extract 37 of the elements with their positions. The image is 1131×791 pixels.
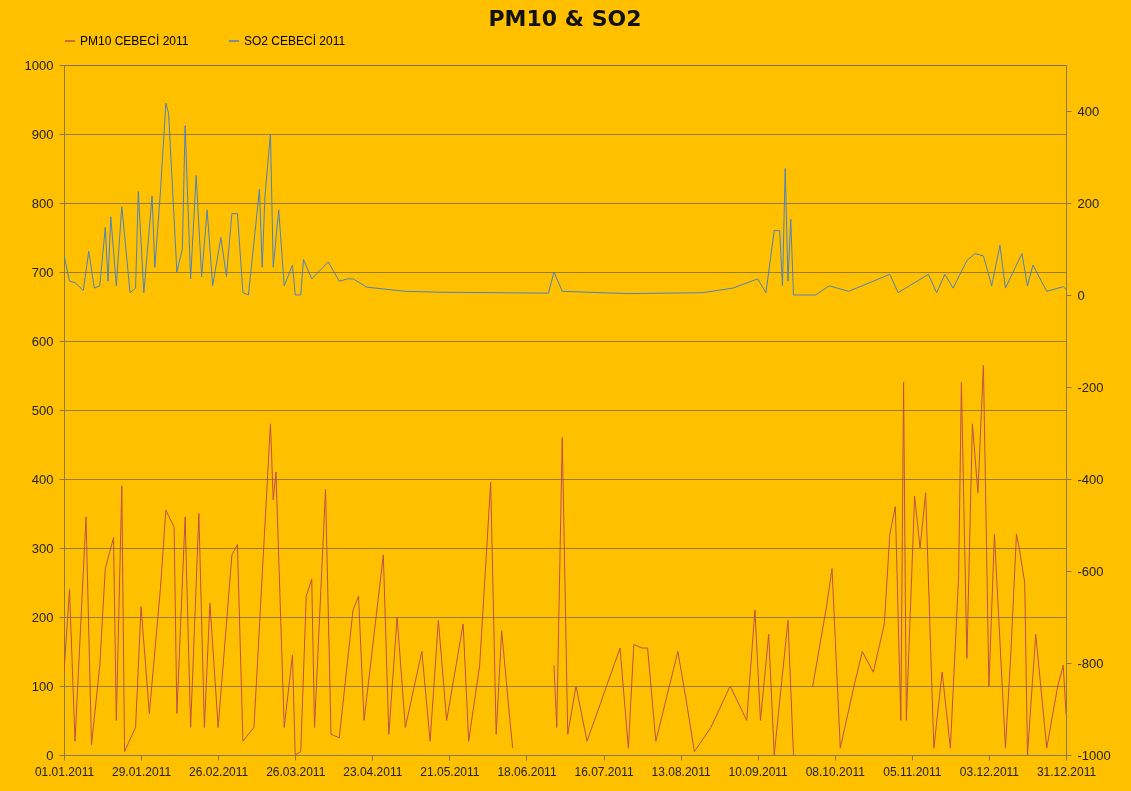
y2-tick-label: -1000 bbox=[1077, 747, 1111, 763]
y2-tick-label: -200 bbox=[1077, 379, 1104, 395]
y-tick-label: 1000 bbox=[24, 57, 54, 73]
legend-label: SO2 CEBECİ 2011 bbox=[244, 34, 346, 48]
y2-tick-label: -800 bbox=[1077, 655, 1104, 671]
y-tick-label: 200 bbox=[31, 609, 54, 625]
x-tick-label: 26.02.2011 bbox=[189, 764, 249, 779]
x-tick-label: 03.12.2011 bbox=[959, 764, 1020, 779]
y2-tick-label: 0 bbox=[1077, 287, 1085, 303]
y2-tick-label: -600 bbox=[1077, 563, 1104, 579]
y-tick-label: 600 bbox=[31, 333, 54, 349]
x-tick-label: 10.09.2011 bbox=[728, 764, 789, 779]
x-tick-label: 21.05.2011 bbox=[420, 764, 480, 779]
y2-tick-label: -400 bbox=[1077, 471, 1104, 487]
x-tick-label: 26.03.2011 bbox=[266, 764, 326, 779]
y2-tick-label: 200 bbox=[1077, 195, 1100, 211]
legend-label: PM10 CEBECİ 2011 bbox=[80, 34, 189, 48]
y2-tick-label: 400 bbox=[1077, 103, 1100, 119]
y-tick-label: 800 bbox=[31, 195, 54, 211]
chart-title: PM10 & SO2 bbox=[488, 6, 642, 31]
x-tick-label: 08.10.2011 bbox=[805, 764, 866, 779]
x-tick-label: 29.01.2011 bbox=[111, 764, 172, 779]
x-tick-label: 05.11.2011 bbox=[883, 764, 942, 779]
y-tick-label: 500 bbox=[31, 402, 54, 418]
x-tick-label: 18.06.2011 bbox=[497, 764, 557, 779]
line-series bbox=[64, 102, 1066, 296]
x-tick-label: 01.01.2011 bbox=[34, 764, 95, 779]
x-tick-label: 23.04.2011 bbox=[343, 764, 403, 779]
x-tick-label: 16.07.2011 bbox=[574, 764, 634, 779]
y-tick-label: 900 bbox=[31, 126, 54, 142]
y-tick-label: 400 bbox=[31, 471, 54, 487]
y-tick-label: 700 bbox=[31, 264, 54, 280]
y-tick-label: 300 bbox=[31, 540, 54, 556]
y-tick-label: 0 bbox=[46, 747, 54, 763]
x-tick-label: 31.12.2011 bbox=[1036, 764, 1097, 779]
x-tick-label: 13.08.2011 bbox=[651, 764, 712, 779]
y-tick-label: 100 bbox=[31, 678, 54, 694]
